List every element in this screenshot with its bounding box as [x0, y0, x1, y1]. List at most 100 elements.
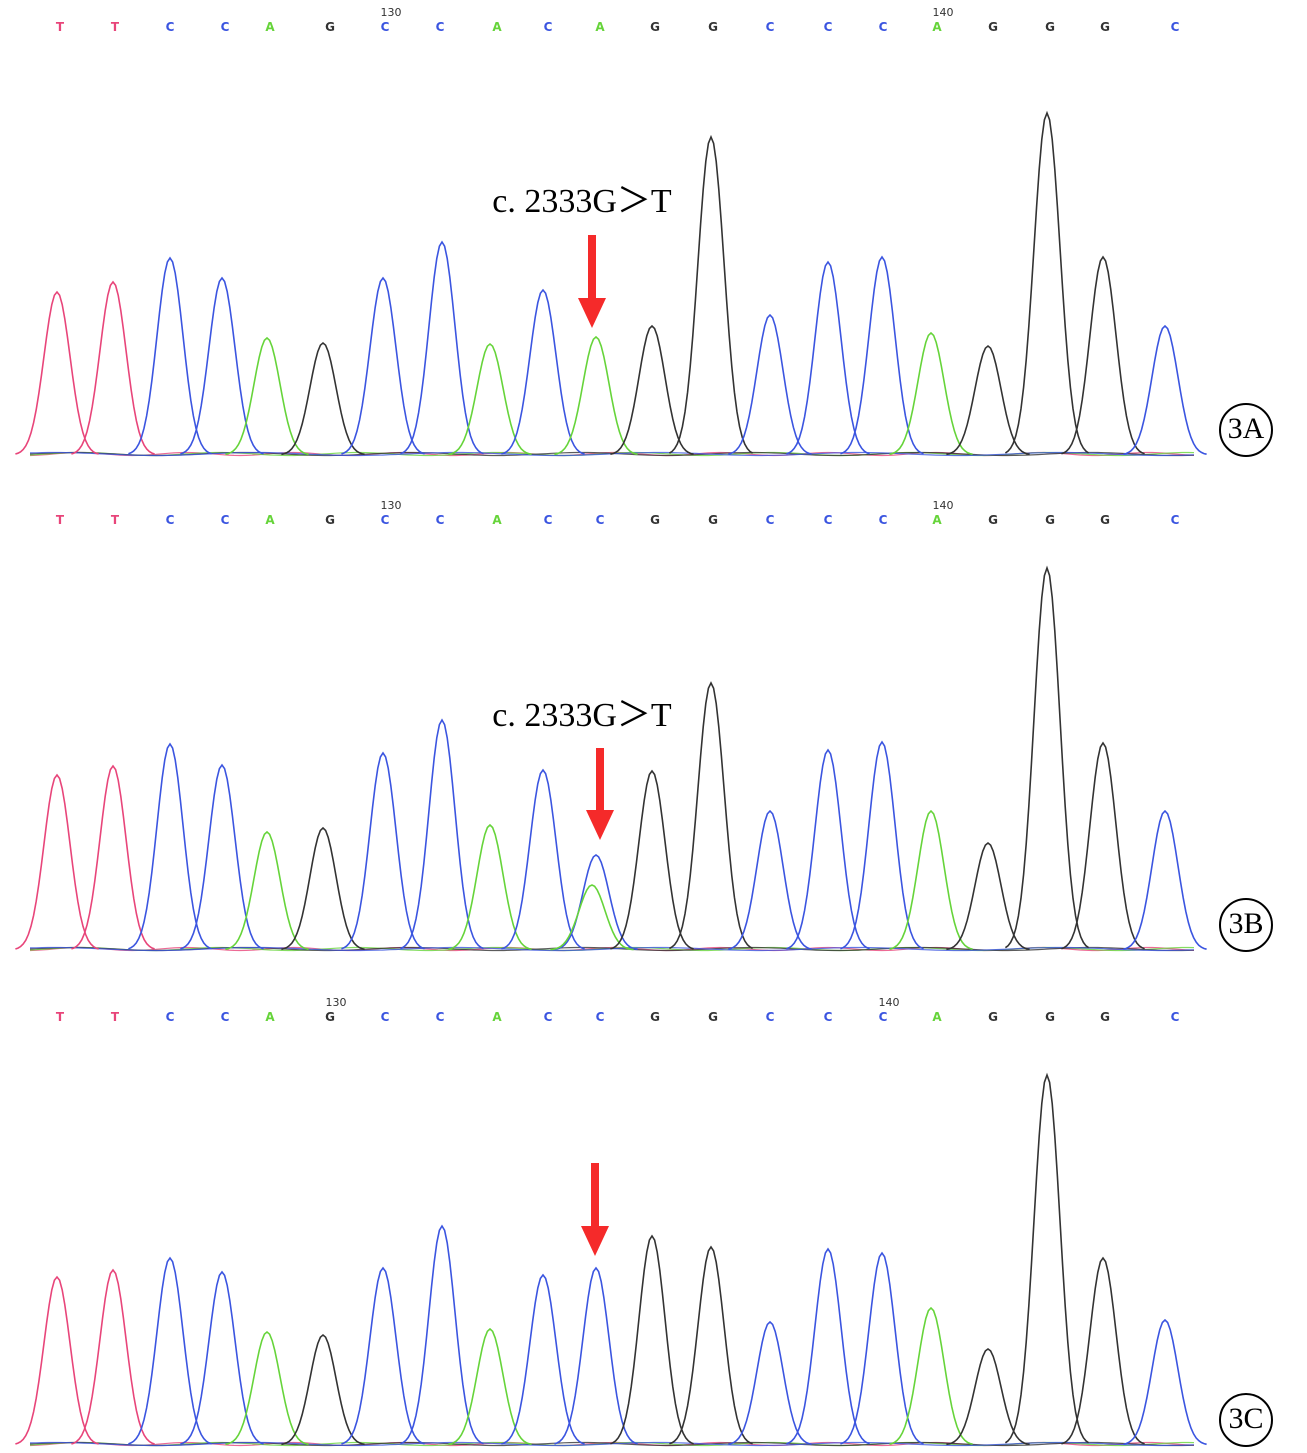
arrow — [581, 1163, 609, 1256]
peak — [786, 748, 870, 950]
base-call: C — [166, 1010, 175, 1024]
peak — [554, 335, 638, 456]
peak — [400, 1224, 484, 1445]
peak — [1004, 565, 1090, 949]
base-call: C — [879, 513, 888, 527]
peak — [15, 290, 99, 455]
base-call: G — [988, 20, 998, 34]
base-call: C — [544, 20, 553, 34]
base-call: C — [879, 20, 888, 34]
base-call: C — [824, 1010, 833, 1024]
peak — [400, 718, 484, 950]
position-label: 130 — [381, 6, 402, 19]
position-label: 130 — [326, 996, 347, 1009]
base-call: G — [650, 513, 660, 527]
panel-label-circle — [1219, 898, 1273, 952]
panel-label: 3C — [1228, 1402, 1263, 1435]
peak — [840, 1251, 924, 1445]
peak — [71, 280, 155, 455]
mutation-label: c. 2333G＞T — [492, 697, 672, 734]
peak — [840, 740, 924, 950]
peak — [946, 1348, 1030, 1446]
base-call: C — [544, 1010, 553, 1024]
base-call: A — [265, 1010, 275, 1024]
base-call: C — [221, 1010, 230, 1024]
base-call: C — [766, 1010, 775, 1024]
peak — [840, 255, 924, 455]
peak — [281, 341, 365, 456]
base-call: C — [381, 513, 390, 527]
position-label: 140 — [933, 499, 954, 512]
peak — [554, 854, 638, 951]
base-call: G — [325, 20, 335, 34]
peak — [1123, 809, 1207, 950]
panel-label: 3A — [1228, 412, 1265, 445]
base-call: G — [650, 20, 660, 34]
base-call: G — [1045, 20, 1055, 34]
base-call: G — [988, 1010, 998, 1024]
base-call: C — [436, 20, 445, 34]
peak — [786, 260, 870, 455]
peak — [15, 773, 99, 950]
base-call: G — [708, 513, 718, 527]
peak — [341, 1266, 425, 1445]
peak — [71, 764, 155, 950]
peak — [501, 288, 585, 455]
position-label: 140 — [933, 6, 954, 19]
peak — [225, 336, 309, 456]
peak — [946, 344, 1030, 456]
base-call: C — [436, 1010, 445, 1024]
peak — [1061, 255, 1145, 455]
arrow — [578, 235, 606, 328]
peak — [225, 1330, 309, 1446]
peak — [889, 809, 973, 950]
base-call: G — [325, 1010, 335, 1024]
base-call: G — [1100, 513, 1110, 527]
base-call: G — [988, 513, 998, 527]
peak — [1123, 324, 1207, 455]
peak — [1061, 741, 1145, 950]
position-label: 140 — [879, 996, 900, 1009]
peak — [128, 256, 212, 455]
base-call: C — [221, 20, 230, 34]
base-call: C — [596, 1010, 605, 1024]
peak — [400, 240, 484, 455]
base-call: A — [492, 1010, 502, 1024]
peak — [889, 331, 973, 456]
peak — [225, 830, 309, 951]
base-call: C — [766, 513, 775, 527]
peak — [610, 1234, 694, 1445]
base-call: T — [56, 513, 65, 527]
peak — [128, 742, 212, 950]
base-call: C — [1171, 513, 1180, 527]
base-call: G — [708, 20, 718, 34]
base-call: A — [265, 20, 275, 34]
arrow — [586, 748, 614, 840]
base-call: A — [492, 20, 502, 34]
base-call: A — [265, 513, 275, 527]
peak — [889, 1306, 973, 1445]
base-call: C — [166, 20, 175, 34]
base-call: G — [1045, 513, 1055, 527]
peak — [341, 276, 425, 455]
peak — [180, 763, 264, 950]
base-call: T — [56, 20, 65, 34]
panel-label-circle — [1219, 1393, 1273, 1447]
peak — [15, 1275, 99, 1445]
peak — [180, 1270, 264, 1445]
base-call: G — [650, 1010, 660, 1024]
peak — [71, 1268, 155, 1445]
base-call: C — [824, 513, 833, 527]
base-call: T — [111, 20, 120, 34]
peak — [128, 1256, 212, 1445]
base-call: C — [1171, 1010, 1180, 1024]
base-call: G — [1100, 1010, 1110, 1024]
base-call: C — [436, 513, 445, 527]
base-call: T — [111, 513, 120, 527]
base-call: C — [766, 20, 775, 34]
base-call: A — [932, 513, 942, 527]
panel-label: 3B — [1228, 907, 1263, 940]
base-call: C — [544, 513, 553, 527]
peak — [1061, 1256, 1145, 1445]
